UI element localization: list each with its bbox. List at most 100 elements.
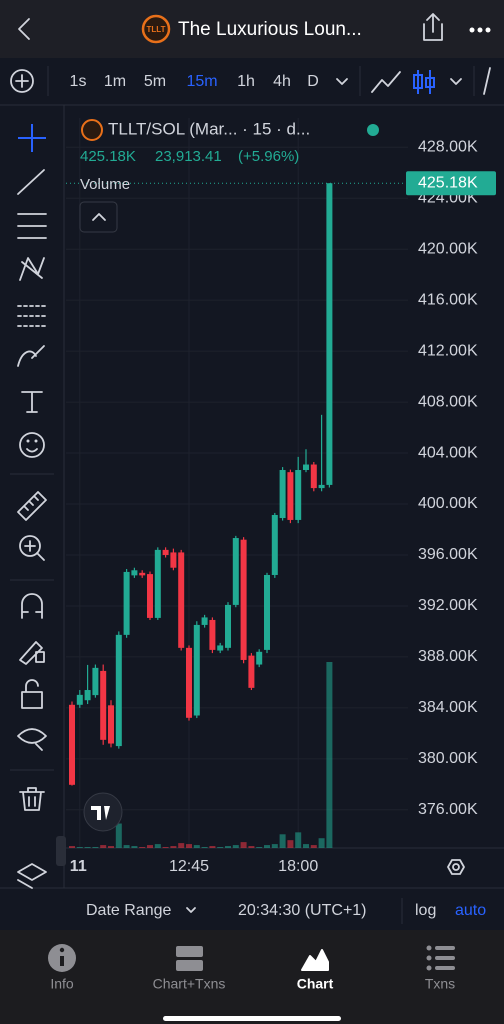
candle-body bbox=[162, 549, 169, 555]
delete-tool[interactable] bbox=[19, 787, 45, 811]
volume-bar bbox=[84, 847, 91, 848]
collapse-legend[interactable] bbox=[79, 201, 118, 233]
y-tick-label: 428.00K bbox=[418, 139, 478, 156]
y-tick-label: 404.00K bbox=[418, 444, 478, 461]
back-button[interactable] bbox=[18, 18, 30, 40]
candle-body bbox=[201, 617, 208, 625]
y-tick-label: 400.00K bbox=[418, 495, 478, 512]
candle-body bbox=[92, 667, 99, 696]
tab-label[interactable]: Txns bbox=[425, 976, 455, 992]
interval-button[interactable]: 1s bbox=[70, 73, 87, 90]
interval-button[interactable]: 5m bbox=[144, 73, 166, 90]
logo-mark: TLLT bbox=[147, 25, 166, 34]
volume-bar bbox=[100, 845, 107, 848]
candle-body bbox=[287, 472, 294, 520]
more-button[interactable] bbox=[469, 27, 491, 33]
interval-button[interactable]: 4h bbox=[273, 73, 291, 90]
volume-bar bbox=[139, 847, 146, 848]
candle-body bbox=[295, 470, 302, 520]
volume-bar bbox=[248, 846, 255, 848]
volume-bar bbox=[178, 843, 185, 848]
fib-tool[interactable] bbox=[17, 213, 47, 239]
volume bbox=[69, 662, 333, 848]
candle-body bbox=[186, 647, 192, 718]
last-price-box bbox=[406, 171, 496, 196]
emoji-tool[interactable] bbox=[19, 432, 45, 458]
y-tick-label: 396.00K bbox=[418, 546, 478, 563]
interval-button[interactable]: 15m bbox=[186, 73, 217, 90]
y-tick-label: 380.00K bbox=[418, 750, 478, 767]
zoom-tool[interactable] bbox=[19, 535, 45, 561]
legend-price: 425.18K bbox=[80, 148, 136, 165]
symbol-title: TLLT/SOL (Mar... · 15 · d... bbox=[108, 119, 310, 138]
magnet-tool[interactable] bbox=[21, 593, 43, 619]
candle-body bbox=[225, 604, 231, 648]
date-range-button[interactable]: Date Range bbox=[86, 902, 171, 919]
lock-drawing-tool[interactable] bbox=[19, 641, 45, 665]
volume-bar bbox=[264, 845, 270, 848]
lock-tool[interactable] bbox=[21, 679, 43, 709]
collapse-toolbar[interactable] bbox=[56, 836, 66, 866]
more-tools[interactable] bbox=[483, 67, 491, 95]
text-tool[interactable] bbox=[21, 391, 43, 413]
volume-bar bbox=[287, 840, 294, 848]
volume-label: Volume bbox=[80, 176, 130, 193]
tab-bar bbox=[0, 930, 504, 1024]
chart-txns-icon bbox=[176, 946, 203, 971]
interval-button[interactable]: 1m bbox=[104, 73, 126, 90]
add-indicator[interactable] bbox=[10, 69, 34, 93]
y-tick-label: 408.00K bbox=[418, 393, 478, 410]
interval-dropdown[interactable] bbox=[336, 78, 348, 85]
volume-bar bbox=[240, 842, 247, 848]
y-tick-label: 388.00K bbox=[418, 648, 478, 665]
legend-volume: 23,913.41 bbox=[155, 148, 222, 165]
log-toggle[interactable]: log bbox=[415, 902, 436, 919]
line-chart-button[interactable] bbox=[371, 71, 401, 93]
candle-body bbox=[147, 574, 153, 618]
candle-body bbox=[248, 655, 255, 688]
candle-chart-button[interactable] bbox=[413, 70, 435, 94]
volume-bar bbox=[92, 847, 99, 848]
y-tick-label: 384.00K bbox=[418, 699, 478, 716]
volume-bar bbox=[108, 846, 114, 848]
candle-body bbox=[76, 694, 83, 705]
tab-label[interactable]: Chart bbox=[297, 976, 334, 992]
trend-line-tool[interactable] bbox=[17, 169, 45, 195]
volume-bar bbox=[170, 846, 177, 848]
ruler-tool[interactable] bbox=[17, 491, 47, 521]
interval-button[interactable]: D bbox=[307, 73, 319, 90]
chart-type-dropdown[interactable] bbox=[450, 78, 462, 85]
date-range-dropdown[interactable] bbox=[186, 907, 196, 913]
interval-button[interactable]: 1h bbox=[237, 73, 255, 90]
share-button[interactable] bbox=[423, 13, 443, 41]
volume-bar bbox=[303, 844, 309, 848]
tab-label[interactable]: Info bbox=[50, 976, 74, 992]
page-title: The Luxurious Loun... bbox=[178, 19, 362, 40]
candle-body bbox=[217, 645, 224, 651]
candle-body bbox=[115, 634, 122, 747]
token-logo bbox=[141, 14, 171, 44]
visibility-tool[interactable] bbox=[17, 728, 47, 751]
candles bbox=[69, 183, 333, 786]
projection-tool[interactable] bbox=[17, 305, 47, 327]
chart-icon bbox=[301, 949, 329, 971]
candle-body bbox=[131, 570, 138, 576]
volume-bar bbox=[225, 846, 231, 848]
price-axis: 376.00K 380.00K 384.00K 388.00K 392.00K 396.0… bbox=[66, 139, 496, 818]
layers-tool[interactable] bbox=[17, 863, 47, 889]
tradingview-logo[interactable] bbox=[83, 792, 123, 832]
candle-body bbox=[303, 464, 309, 471]
pattern-tool[interactable] bbox=[19, 257, 45, 281]
crosshair-tool[interactable] bbox=[18, 124, 46, 152]
home-indicator bbox=[163, 1016, 341, 1021]
candle-body bbox=[232, 538, 239, 605]
last-price-label: 425.18K bbox=[418, 174, 478, 191]
candle-body bbox=[178, 552, 185, 648]
auto-toggle[interactable]: auto bbox=[455, 902, 486, 919]
tab-label[interactable]: Chart+Txns bbox=[153, 976, 226, 992]
candle-body bbox=[170, 552, 177, 568]
candle-body bbox=[100, 670, 107, 740]
candle-body bbox=[84, 690, 91, 701]
brush-tool[interactable] bbox=[17, 345, 45, 367]
settings-button[interactable] bbox=[447, 859, 465, 875]
